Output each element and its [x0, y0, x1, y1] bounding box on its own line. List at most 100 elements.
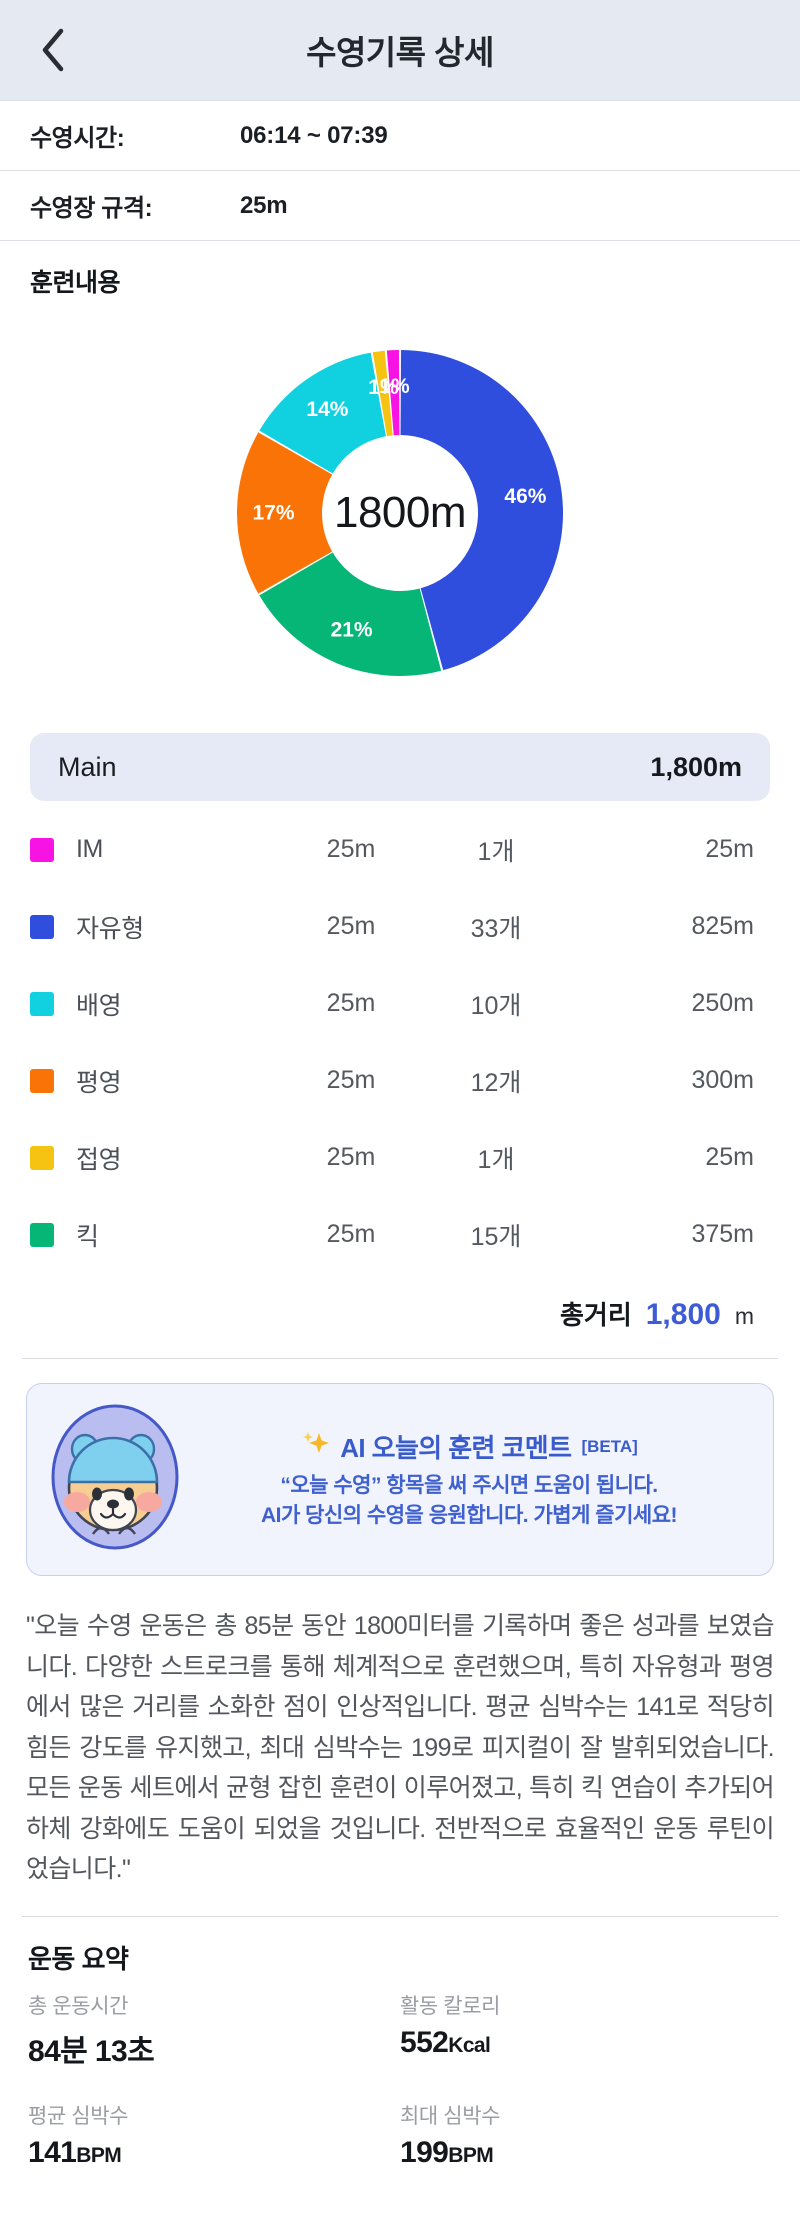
summary-cell-unit: Kcal: [448, 2033, 491, 2057]
summary-cell-label: 총 운동시간: [28, 1994, 129, 2018]
summary-cell-value: 141BPM: [28, 2135, 122, 2169]
legend-row: 평영 25m 12개 300m: [30, 1042, 770, 1119]
sparkles-icon: [300, 1429, 330, 1464]
ai-comment-card[interactable]: AI 오늘의 훈련 코멘트 [BETA] “오늘 수영” 항목을 써 주시면 도…: [26, 1383, 774, 1576]
legend-lap-distance: 25m: [326, 835, 376, 863]
legend-color-swatch: [30, 1145, 54, 1170]
summary-divider: [22, 1915, 778, 1917]
legend-total-distance: 300m: [691, 1066, 754, 1094]
summary-cell-value: 199BPM: [400, 2135, 494, 2169]
ai-card-beta-badge: [BETA]: [581, 1436, 638, 1456]
legend-lap-distance: 25m: [326, 989, 376, 1017]
donut-slice-label: 1%: [368, 376, 399, 399]
total-distance-unit: m: [734, 1303, 754, 1329]
summary-cell-label: 활동 칼로리: [400, 1994, 501, 2018]
summary-cell-unit: BPM: [76, 2143, 122, 2167]
donut-slice-label: 46%: [504, 485, 546, 508]
info-value: 06:14 ~ 07:39: [240, 121, 388, 149]
summary-cell-unit: BPM: [448, 2143, 494, 2167]
bear-swimmer-avatar: [49, 1402, 181, 1557]
donut-slice-IM: [386, 350, 400, 436]
info-value: 25m: [240, 191, 288, 219]
donut-svg: 46% 21% 17% 14% 1%1%: [237, 350, 563, 676]
donut-slice-label: 17%: [252, 502, 294, 525]
legend-lap-distance: 25m: [326, 1066, 376, 1094]
info-label: 수영장 규격:: [30, 195, 153, 222]
legend-lap-count: 10개: [470, 991, 522, 1020]
legend-lap-count: 33개: [470, 914, 522, 943]
legend-total-distance: 250m: [691, 989, 754, 1017]
summary-cell: 활동 칼로리 552Kcal: [400, 1982, 772, 2070]
section-divider: [22, 1358, 778, 1359]
donut-slice-자유형: [400, 350, 563, 671]
legend-stroke-name: 킥: [76, 1222, 99, 1251]
legend-stroke-name: 자유형: [76, 914, 144, 943]
donut-slice-평영: [237, 432, 333, 594]
ai-card-text: AI 오늘의 훈련 코멘트 [BETA] “오늘 수영” 항목을 써 주시면 도…: [197, 1428, 751, 1531]
ai-card-subtitle-line1: “오늘 수영” 항목을 써 주시면 도움이 됩니다.: [280, 1474, 658, 1498]
legend-color-swatch: [30, 914, 54, 939]
legend-row: IM 25m 1개 25m: [30, 811, 770, 888]
donut-slice-킥: [259, 552, 442, 676]
summary-cell-value: 84분 13초: [28, 2034, 155, 2068]
legend-color-swatch: [30, 837, 54, 862]
ai-comment-paragraph: "오늘 수영 운동은 총 85분 동안 1800미터를 기록하며 좋은 성과를 …: [26, 1612, 775, 1883]
main-summary-label: Main: [58, 751, 117, 782]
legend-total-distance: 25m: [705, 835, 754, 863]
total-distance-row: 총거리 1,800 m: [0, 1273, 800, 1358]
stroke-legend-table: IM 25m 1개 25m 자유형 25m 33개 825m 배영 25m 10개 250m 평영 25m…: [0, 801, 800, 1273]
summary-cell: 최대 심박수 199BPM: [400, 2092, 772, 2170]
info-row-pool-size: 수영장 규격: 25m: [0, 171, 800, 241]
navigation-bar: 수영기록 상세: [0, 0, 800, 100]
main-summary-value: 1,800m: [650, 751, 742, 782]
legend-lap-distance: 25m: [326, 1220, 376, 1248]
training-donut-chart: 46% 21% 17% 14% 1% 1% 1800m: [0, 303, 800, 723]
info-label: 수영시간:: [30, 125, 125, 152]
legend-total-distance: 825m: [691, 912, 754, 940]
summary-section-title: 운동 요약: [28, 1943, 129, 1974]
back-button[interactable]: [26, 23, 80, 77]
summary-cell-label: 평균 심박수: [28, 2104, 129, 2128]
main-summary-bar: Main 1,800m: [30, 733, 770, 801]
ai-card-subtitle-line2: AI가 당신의 수영을 응원합니다. 가볍게 즐기세요!: [260, 1504, 678, 1527]
legend-lap-count: 15개: [470, 1222, 522, 1251]
legend-lap-count: 12개: [470, 1068, 522, 1097]
legend-stroke-name: 배영: [76, 991, 122, 1020]
legend-lap-count: 1개: [477, 837, 515, 866]
total-distance-label: 총거리: [559, 1300, 632, 1330]
legend-lap-distance: 25m: [326, 912, 376, 940]
donut-center-total: 1800m: [333, 488, 467, 537]
legend-row: 자유형 25m 33개 825m: [30, 888, 770, 965]
legend-total-distance: 375m: [691, 1220, 754, 1248]
summary-cell: 평균 심박수 141BPM: [28, 2092, 400, 2170]
legend-color-swatch: [30, 1068, 54, 1093]
legend-stroke-name: 평영: [76, 1068, 122, 1097]
legend-lap-distance: 25m: [326, 1143, 376, 1171]
donut-slice-label: 14%: [306, 398, 348, 421]
swim-info-list: 수영시간: 06:14 ~ 07:39 수영장 규격: 25m: [0, 100, 800, 241]
donut-slice-labels: 46% 21% 17% 14% 1%1%: [252, 375, 546, 641]
donut-slices: [237, 350, 563, 676]
legend-row: 킥 25m 15개 375m: [30, 1196, 770, 1273]
summary-cell-label: 최대 심박수: [400, 2104, 501, 2128]
donut-slice-접영: [372, 350, 393, 437]
legend-row: 배영 25m 10개 250m: [30, 965, 770, 1042]
legend-stroke-name: 접영: [76, 1145, 122, 1174]
summary-cell-value: 552Kcal: [400, 2025, 491, 2059]
info-row-swim-time: 수영시간: 06:14 ~ 07:39: [0, 101, 800, 171]
legend-total-distance: 25m: [705, 1143, 754, 1171]
legend-row: 접영 25m 1개 25m: [30, 1119, 770, 1196]
summary-cell: 총 운동시간 84분 13초: [28, 1982, 400, 2070]
legend-stroke-name: IM: [76, 835, 103, 863]
donut-slice-배영: [259, 352, 386, 474]
chevron-left-icon: [38, 27, 68, 73]
legend-lap-count: 1개: [477, 1145, 515, 1174]
page-title: 수영기록 상세: [306, 34, 494, 71]
donut-slice-label: 1%: [379, 375, 410, 398]
summary-grid: 총 운동시간 84분 13초 활동 칼로리 552Kcal 평균 심박수 141BPM 최대…: [0, 1982, 800, 2200]
ai-card-title: AI 오늘의 훈련 코멘트: [340, 1433, 572, 1464]
total-distance-value: 1,800: [645, 1298, 721, 1331]
legend-color-swatch: [30, 991, 54, 1016]
donut-slice-label: 21%: [331, 618, 373, 641]
legend-color-swatch: [30, 1222, 54, 1247]
